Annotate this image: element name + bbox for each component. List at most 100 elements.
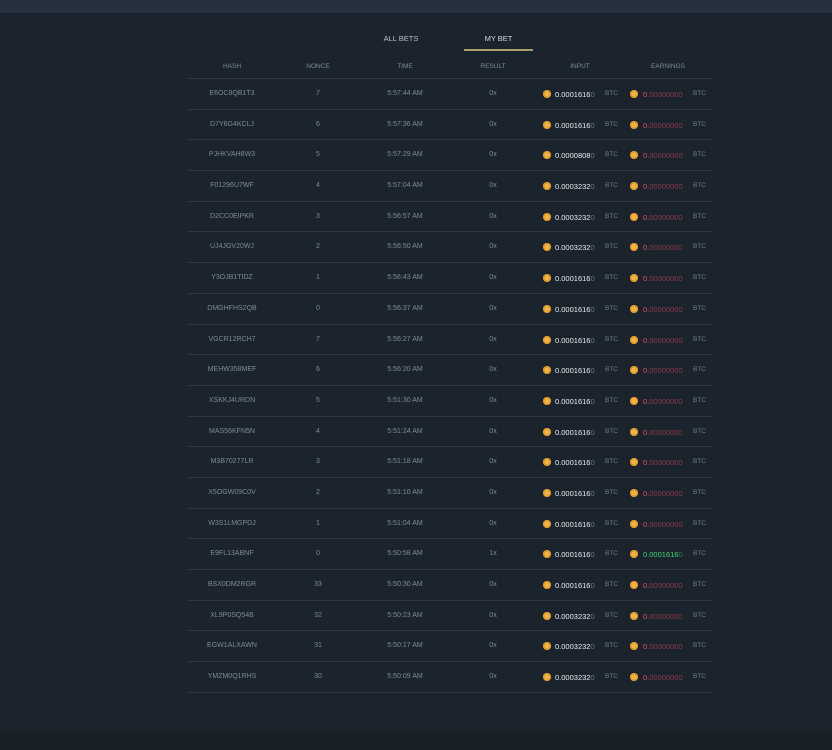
table-row[interactable]: W3S1LMGPDJ 1 5:51:04 AM 0x 0.00016160 BT…: [188, 509, 712, 540]
input-value: 0.0001616: [555, 519, 591, 529]
input-currency: BTC: [605, 366, 618, 374]
earnings-currency: BTC: [693, 396, 706, 404]
table-row[interactable]: PJHKVAH8W3 5 5:57:29 AM 0x 0.00008080 BT…: [188, 140, 712, 172]
table-row[interactable]: M3B70277LR 3 5:51:18 AM 0x 0.00016160 BT…: [188, 447, 712, 478]
table-row[interactable]: YMZM0Q1RHS 30 5:50:09 AM 0x 0.00032320 B…: [188, 662, 712, 693]
bitcoin-coin-icon: [630, 274, 638, 283]
earnings-value-tail: 00000000: [649, 642, 683, 652]
hash: BSX0DM2RGR: [207, 581, 257, 588]
hash: Y3OJB1TIDZ: [211, 274, 253, 282]
input-value-tail: 0: [590, 673, 595, 683]
bitcoin-coin-icon: [543, 151, 551, 160]
input-value-tail: 0: [590, 304, 595, 314]
table-row[interactable]: MAS56KFN5N 4 5:51:24 AM 0x 0.00016160 BT…: [188, 417, 712, 448]
bitcoin-coin-icon: [543, 458, 551, 467]
earnings-amount: 0.00000000: [643, 336, 683, 345]
earnings-value-tail: 00000000: [649, 396, 683, 406]
input-value-tail: 0: [590, 488, 595, 498]
table-row[interactable]: DMGHFHS2QB 0 5:56:37 AM 0x 0.00016160 BT…: [188, 294, 712, 325]
earnings-value-tail: 00000000: [649, 212, 683, 222]
input-value-tail: 0: [590, 212, 595, 222]
bitcoin-coin-icon: [543, 120, 551, 129]
tab-all-bets[interactable]: ALL BETS: [383, 34, 419, 43]
earnings-amount: 0.00000000: [643, 121, 683, 130]
nonce: 0: [316, 304, 320, 312]
earnings-amount: 0.00000000: [643, 397, 683, 406]
nonce: 1: [316, 274, 320, 282]
earnings-amount: 0.00000000: [643, 182, 683, 191]
time: 5:51:04 AM: [387, 519, 423, 527]
earnings-value: 0.: [643, 151, 650, 161]
result: 0x: [489, 673, 497, 681]
bitcoin-coin-icon: [543, 212, 551, 221]
bitcoin-coin-icon: [543, 182, 551, 191]
input-value: 0.0001616: [555, 581, 591, 590]
table-row[interactable]: EGW1ALXAWN 31 5:50:17 AM 0x 0.00032320 B…: [188, 631, 712, 663]
hash: M3B70277LR: [210, 458, 254, 466]
earnings-value: 0.: [643, 120, 650, 130]
bitcoin-coin-icon: [543, 519, 551, 528]
table-row[interactable]: D7Y6G4KCLJ 6 5:57:36 AM 0x 0.00016160 BT…: [188, 110, 712, 141]
col-earnings: EARNINGS: [651, 63, 685, 70]
bitcoin-coin-icon: [630, 488, 638, 497]
input-value: 0.0001616: [555, 366, 591, 376]
nonce: 3: [316, 458, 320, 466]
table-row[interactable]: F01296U7WF 4 5:57:04 AM 0x 0.00032320 BT…: [188, 171, 712, 202]
bitcoin-coin-icon: [630, 151, 638, 160]
input-value: 0.0003232: [555, 611, 591, 621]
input-value: 0.0003232: [555, 673, 591, 683]
table-row[interactable]: XSKKJ4URDN 5 5:51:30 AM 0x 0.00016160 BT…: [188, 386, 712, 417]
input-amount: 0.00032320: [555, 213, 595, 222]
result: 1x: [489, 550, 497, 558]
earnings-amount: 0.00000000: [643, 305, 683, 314]
table-row[interactable]: UJ4JGV20WJ 2 5:56:50 AM 0x 0.00032320 BT…: [188, 232, 712, 264]
bitcoin-coin-icon: [630, 427, 638, 436]
hash: X5OGW09C0V: [208, 488, 256, 496]
time: 5:56:57 AM: [387, 212, 423, 220]
input-value: 0.0001616: [555, 335, 591, 345]
hash: W3S1LMGPDJ: [208, 519, 256, 527]
input-value: 0.0003232: [555, 212, 591, 222]
table-row[interactable]: MEHW358MEF 6 5:56:20 AM 0x 0.00016160 BT…: [188, 355, 712, 386]
table-row[interactable]: X5OGW09C0V 2 5:51:10 AM 0x 0.00016160 BT…: [188, 478, 712, 509]
input-value: 0.0001616: [555, 458, 591, 468]
result: 0x: [489, 519, 497, 527]
input-currency: BTC: [605, 151, 618, 159]
earnings-value: 0.: [643, 581, 650, 590]
hash: E9FL13ABNF: [210, 550, 254, 558]
input-currency: BTC: [605, 182, 618, 190]
nonce: 31: [314, 642, 322, 650]
input-amount: 0.00016160: [555, 550, 595, 559]
table-row[interactable]: VGCR12RCH7 7 5:56:27 AM 0x 0.00016160 BT…: [188, 325, 712, 356]
table-row[interactable]: D2CC0EIPKR 3 5:56:57 AM 0x 0.00032320 BT…: [188, 202, 712, 233]
time: 5:56:20 AM: [387, 366, 423, 374]
bitcoin-coin-icon: [543, 304, 551, 313]
earnings-currency: BTC: [693, 458, 706, 466]
table-row[interactable]: Y3OJB1TIDZ 1 5:56:43 AM 0x 0.00016160 BT…: [188, 263, 712, 294]
time: 5:57:29 AM: [387, 151, 423, 159]
earnings-value-tail: 0: [678, 550, 683, 560]
table-row[interactable]: BSX0DM2RGR 33 5:50:30 AM 0x 0.00016160 B…: [188, 570, 712, 601]
bitcoin-coin-icon: [630, 458, 638, 467]
earnings-value: 0.: [643, 427, 650, 437]
earnings-value: 0.: [643, 90, 650, 99]
input-currency: BTC: [605, 212, 618, 220]
earnings-amount: 0.00000000: [643, 458, 683, 467]
result: 0x: [489, 335, 497, 343]
table-row[interactable]: XL9P0SQ54B 32 5:50:23 AM 0x 0.00032320 B…: [188, 601, 712, 632]
bitcoin-coin-icon: [543, 366, 551, 375]
earnings-value-tail: 00000000: [649, 519, 683, 529]
bitcoin-coin-icon: [543, 243, 551, 252]
bitcoin-coin-icon: [630, 396, 638, 405]
result: 0x: [489, 611, 497, 619]
table-row[interactable]: E9FL13ABNF 0 5:50:58 AM 1x 0.00016160 BT…: [188, 539, 712, 570]
table-row[interactable]: E6OC8QB1T3 7 5:57:44 AM 0x 0.00016160 BT…: [188, 79, 712, 110]
earnings-value: 0.: [643, 304, 650, 314]
input-currency: BTC: [605, 488, 618, 496]
bitcoin-coin-icon: [630, 90, 638, 98]
tab-my-bet[interactable]: MY BET: [464, 30, 533, 51]
earnings-currency: BTC: [693, 427, 706, 435]
earnings-amount: 0.00000000: [643, 151, 683, 160]
input-amount: 0.00016160: [555, 366, 595, 375]
input-amount: 0.00016160: [555, 336, 595, 345]
